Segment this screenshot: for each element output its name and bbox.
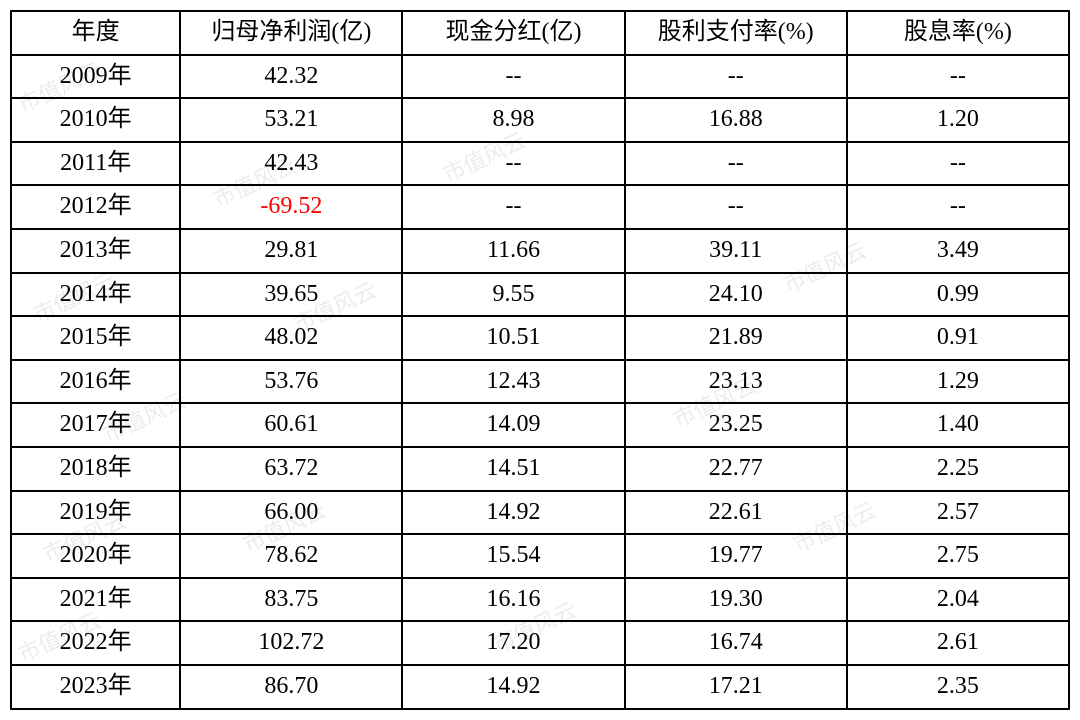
cell-profit: 42.32 [180,55,402,99]
cell-yield: 2.57 [847,491,1069,535]
cell-year: 2012年 [11,185,180,229]
cell-yield: 3.49 [847,229,1069,273]
cell-yield: 2.61 [847,621,1069,665]
cell-year: 2023年 [11,665,180,709]
cell-payout: -- [625,142,847,186]
cell-dividend: 14.92 [402,491,624,535]
cell-dividend: 10.51 [402,316,624,360]
table-row: 2017年60.6114.0923.251.40 [11,403,1069,447]
cell-dividend: 16.16 [402,578,624,622]
cell-yield: -- [847,185,1069,229]
cell-yield: -- [847,142,1069,186]
header-payout: 股利支付率(%) [625,11,847,55]
cell-payout: 19.30 [625,578,847,622]
cell-dividend: 14.09 [402,403,624,447]
cell-payout: 22.61 [625,491,847,535]
cell-profit: 53.21 [180,98,402,142]
cell-profit: 86.70 [180,665,402,709]
table-row: 2020年78.6215.5419.772.75 [11,534,1069,578]
header-dividend: 现金分红(亿) [402,11,624,55]
cell-yield: -- [847,55,1069,99]
cell-year: 2022年 [11,621,180,665]
table-row: 2022年102.7217.2016.742.61 [11,621,1069,665]
cell-yield: 2.75 [847,534,1069,578]
table-row: 2023年86.7014.9217.212.35 [11,665,1069,709]
cell-payout: -- [625,55,847,99]
cell-dividend: 14.51 [402,447,624,491]
cell-payout: 16.74 [625,621,847,665]
cell-year: 2020年 [11,534,180,578]
cell-yield: 0.99 [847,273,1069,317]
cell-payout: 16.88 [625,98,847,142]
cell-profit: 66.00 [180,491,402,535]
header-year: 年度 [11,11,180,55]
header-profit: 归母净利润(亿) [180,11,402,55]
cell-year: 2009年 [11,55,180,99]
cell-year: 2010年 [11,98,180,142]
table-row: 2010年53.218.9816.881.20 [11,98,1069,142]
cell-dividend: 17.20 [402,621,624,665]
cell-payout: -- [625,185,847,229]
cell-yield: 2.35 [847,665,1069,709]
cell-dividend: 11.66 [402,229,624,273]
cell-yield: 1.20 [847,98,1069,142]
cell-year: 2019年 [11,491,180,535]
cell-profit: 83.75 [180,578,402,622]
cell-yield: 2.04 [847,578,1069,622]
financial-data-table: 年度 归母净利润(亿) 现金分红(亿) 股利支付率(%) 股息率(%) 2009… [10,10,1070,710]
cell-payout: 22.77 [625,447,847,491]
cell-profit: 63.72 [180,447,402,491]
table-row: 2021年83.7516.1619.302.04 [11,578,1069,622]
cell-dividend: 12.43 [402,360,624,404]
table-row: 2016年53.7612.4323.131.29 [11,360,1069,404]
cell-dividend: 14.92 [402,665,624,709]
cell-year: 2011年 [11,142,180,186]
table-row: 2019年66.0014.9222.612.57 [11,491,1069,535]
cell-year: 2016年 [11,360,180,404]
cell-profit: 42.43 [180,142,402,186]
cell-profit: 48.02 [180,316,402,360]
table-row: 2012年-69.52------ [11,185,1069,229]
cell-payout: 39.11 [625,229,847,273]
cell-profit: 29.81 [180,229,402,273]
table-row: 2013年29.8111.6639.113.49 [11,229,1069,273]
cell-dividend: -- [402,55,624,99]
cell-payout: 23.25 [625,403,847,447]
cell-yield: 1.29 [847,360,1069,404]
cell-payout: 21.89 [625,316,847,360]
table-body: 2009年42.32------2010年53.218.9816.881.202… [11,55,1069,709]
cell-yield: 0.91 [847,316,1069,360]
cell-payout: 19.77 [625,534,847,578]
cell-profit: 102.72 [180,621,402,665]
cell-payout: 23.13 [625,360,847,404]
table-container: 市值风云市值风云市值风云市值风云市值风云市值风云市值风云市值风云市值风云市值风云… [10,10,1070,710]
table-row: 2014年39.659.5524.100.99 [11,273,1069,317]
cell-profit: 60.61 [180,403,402,447]
cell-dividend: 9.55 [402,273,624,317]
cell-payout: 17.21 [625,665,847,709]
cell-yield: 1.40 [847,403,1069,447]
cell-profit: 39.65 [180,273,402,317]
cell-dividend: 15.54 [402,534,624,578]
cell-profit: 78.62 [180,534,402,578]
cell-profit: 53.76 [180,360,402,404]
cell-year: 2021年 [11,578,180,622]
table-header-row: 年度 归母净利润(亿) 现金分红(亿) 股利支付率(%) 股息率(%) [11,11,1069,55]
table-row: 2011年42.43------ [11,142,1069,186]
table-row: 2018年63.7214.5122.772.25 [11,447,1069,491]
cell-year: 2018年 [11,447,180,491]
cell-dividend: -- [402,142,624,186]
cell-dividend: 8.98 [402,98,624,142]
table-row: 2009年42.32------ [11,55,1069,99]
cell-year: 2013年 [11,229,180,273]
cell-payout: 24.10 [625,273,847,317]
cell-profit: -69.52 [180,185,402,229]
cell-year: 2017年 [11,403,180,447]
cell-dividend: -- [402,185,624,229]
cell-yield: 2.25 [847,447,1069,491]
cell-year: 2014年 [11,273,180,317]
table-row: 2015年48.0210.5121.890.91 [11,316,1069,360]
header-yield: 股息率(%) [847,11,1069,55]
cell-year: 2015年 [11,316,180,360]
